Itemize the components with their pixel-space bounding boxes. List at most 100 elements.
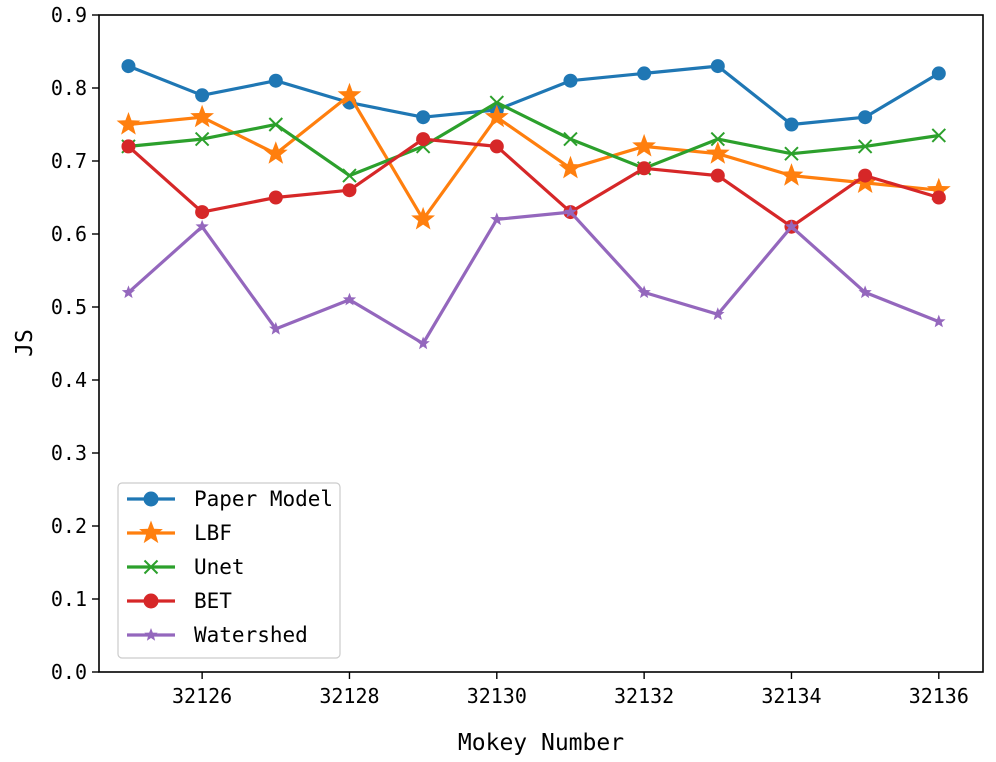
x-tick-label: 32136 <box>909 684 969 708</box>
data-point <box>416 110 431 125</box>
legend-item: BET <box>127 589 232 613</box>
data-point <box>858 285 872 299</box>
data-point <box>342 292 357 306</box>
data-point <box>121 139 136 154</box>
y-tick-label: 0.0 <box>51 660 87 684</box>
legend: Paper Model LBF Unet BET Watershed <box>117 482 341 659</box>
series-line <box>127 210 940 346</box>
series-paper-model <box>121 59 946 132</box>
data-point <box>121 285 136 299</box>
data-point <box>269 321 283 335</box>
legend-item: Unet <box>127 555 245 579</box>
data-point <box>926 177 951 201</box>
axis-ticks: 0.0 0.1 0.2 0.3 0.4 0.5 0.6 0.7 0.8 0.9 32126 32128… <box>51 3 969 708</box>
y-axis-title: JS <box>12 329 38 357</box>
data-point <box>484 104 509 128</box>
data-point <box>858 168 873 183</box>
data-point <box>195 219 209 233</box>
legend-label: BET <box>194 589 232 613</box>
data-point <box>563 205 578 218</box>
data-point <box>784 219 799 233</box>
data-point <box>779 163 804 186</box>
series-line <box>127 64 940 127</box>
legend-box <box>117 482 341 659</box>
data-point <box>931 190 946 205</box>
data-point <box>637 161 652 176</box>
data-point <box>416 132 431 147</box>
data-point <box>558 155 583 179</box>
data-point <box>489 139 504 154</box>
data-point <box>932 314 946 328</box>
data-point <box>563 131 578 147</box>
x-axis-title: Mokey Number <box>458 730 624 756</box>
legend-item: LBF <box>127 520 232 545</box>
data-point <box>637 285 651 299</box>
y-tick-label: 0.8 <box>51 76 87 100</box>
legend-label: Unet <box>194 555 245 579</box>
data-point <box>637 66 652 81</box>
data-point <box>411 206 435 230</box>
data-point <box>784 146 799 161</box>
x-tick-label: 32130 <box>467 684 527 708</box>
data-point <box>931 128 947 143</box>
data-point <box>710 168 725 183</box>
x-tick-label: 32134 <box>761 684 821 708</box>
legend-item: Watershed <box>127 623 308 647</box>
series-line <box>127 137 940 229</box>
data-point <box>268 190 283 205</box>
data-point <box>705 141 730 164</box>
series-lbf <box>116 82 951 230</box>
data-point <box>858 110 873 125</box>
legend-label: Paper Model <box>194 487 333 511</box>
plot-frame <box>98 14 984 673</box>
legend-label: LBF <box>194 521 232 545</box>
y-tick-label: 0.4 <box>51 368 87 392</box>
legend-marker <box>144 628 158 641</box>
y-tick-label: 0.7 <box>51 149 87 173</box>
legend-marker <box>143 593 159 609</box>
data-point <box>190 104 214 128</box>
legend-marker <box>143 491 159 507</box>
data-point <box>337 82 362 106</box>
data-point <box>710 131 726 147</box>
data-point <box>194 131 210 147</box>
y-tick-label: 0.2 <box>51 514 87 538</box>
y-tick-label: 0.1 <box>51 587 87 611</box>
data-point <box>195 205 210 220</box>
data-point <box>116 112 141 135</box>
data-point <box>342 168 357 183</box>
data-point <box>195 88 210 103</box>
series-lines <box>116 59 951 350</box>
data-point <box>268 117 284 132</box>
legend-marker <box>139 520 163 544</box>
x-tick-label: 32128 <box>319 684 379 708</box>
series-watershed <box>121 205 946 350</box>
data-point <box>784 117 799 132</box>
data-point <box>632 133 656 157</box>
data-point <box>563 73 578 88</box>
series-line <box>128 93 939 221</box>
data-point <box>490 212 504 226</box>
data-point <box>489 95 505 110</box>
data-point <box>711 307 725 320</box>
x-tick-label: 32126 <box>172 684 232 708</box>
y-tick-label: 0.5 <box>51 295 87 319</box>
y-tick-label: 0.3 <box>51 441 87 465</box>
legend-marker <box>143 559 159 575</box>
series-bet <box>121 132 946 234</box>
y-tick-label: 0.9 <box>51 3 87 27</box>
data-point <box>416 336 430 350</box>
legend-item: Paper Model <box>127 487 333 511</box>
data-point <box>342 183 357 198</box>
legend-label: Watershed <box>194 623 308 647</box>
y-tick-label: 0.6 <box>51 222 87 246</box>
data-point <box>263 141 288 164</box>
data-point <box>268 73 283 88</box>
series-line <box>128 100 940 178</box>
x-tick-label: 32132 <box>614 684 674 708</box>
data-point <box>857 139 873 154</box>
data-point <box>931 66 946 81</box>
data-point <box>710 59 725 74</box>
data-point <box>121 59 136 74</box>
